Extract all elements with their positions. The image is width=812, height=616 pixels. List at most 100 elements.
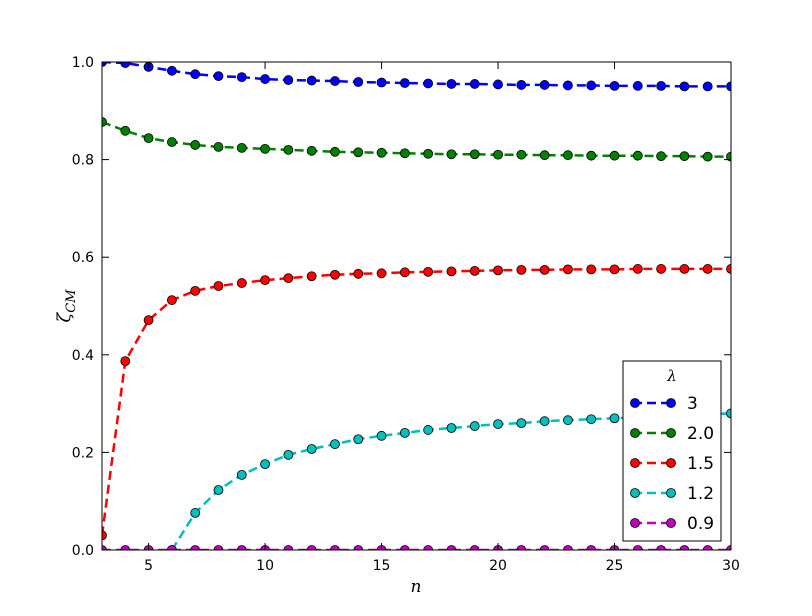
data-point [260,459,270,470]
data-point [236,545,247,550]
data-point [423,148,434,159]
data-point [213,485,224,495]
legend-marker [630,488,640,498]
data-point [539,264,550,275]
data-point [260,74,270,84]
data-point [656,545,667,550]
data-point [632,264,643,274]
data-point [376,77,387,88]
data-point [516,80,527,90]
data-point [632,81,643,91]
data-point [469,265,480,276]
x-tick-label: 20 [489,558,507,574]
y-axis-label: ζCM [54,289,79,323]
data-point [563,415,573,426]
legend-marker [630,428,640,438]
data-point [143,315,154,326]
data-point [353,434,364,445]
data-point [260,143,270,154]
data-point [376,268,387,279]
legend-marker [630,398,640,408]
data-point [330,76,340,86]
data-point [516,418,527,429]
data-point [102,530,107,541]
data-point [236,72,247,83]
data-point [353,545,364,550]
data-point [586,545,597,550]
data-point [283,545,294,550]
data-point [399,148,410,159]
legend-title: λ [666,367,677,385]
data-point [143,133,154,144]
y-axis-label-symbol: ζ [54,312,75,323]
data-point [679,545,690,550]
data-point [539,545,550,550]
data-point [399,78,410,88]
data-point [283,75,294,85]
y-tick-label: 0.8 [72,153,94,169]
data-point [376,430,387,441]
data-point [236,142,247,153]
legend-marker [630,458,640,468]
data-point [376,147,387,158]
data-point [493,265,503,276]
data-point [679,151,690,162]
data-point [330,545,340,550]
y-axis-label-subscript: CM [64,289,79,313]
data-point [702,151,713,162]
data-point [283,144,294,155]
data-point [516,149,527,160]
data-point [726,151,731,162]
data-point [702,264,713,274]
data-point [423,425,434,435]
data-point [726,545,731,550]
data-point [330,269,340,280]
data-point [493,149,503,160]
data-point [190,285,201,296]
legend-label: 0.9 [687,514,714,534]
data-point [423,78,434,89]
x-axis-label: n [411,577,422,597]
legend: λ3 2.0 1.5 1.2 0.9 [622,360,722,542]
data-point [679,264,690,274]
y-tick-label: 0.2 [72,445,94,461]
data-point [609,264,620,275]
data-point [586,80,597,91]
y-tick-label: 1.0 [72,55,94,71]
data-point [399,427,410,438]
data-point [539,150,550,161]
data-point [423,545,434,550]
data-point [516,545,527,550]
legend-marker [666,398,676,408]
data-point [586,414,597,425]
data-point [446,423,457,433]
data-point [213,281,224,291]
data-point [539,80,550,90]
data-point [190,140,201,150]
x-tick-label: 30 [722,558,740,574]
data-point [166,295,177,306]
data-point [609,150,620,161]
legend-label: 3 [687,394,698,414]
data-point [516,264,527,275]
data-point [493,419,503,429]
legend-marker [666,488,676,498]
data-point [632,545,643,550]
data-point [563,545,573,550]
data-point [609,81,620,91]
data-point [283,273,294,284]
y-tick-label: 0.6 [72,250,94,266]
data-point [120,125,131,136]
data-point [190,508,201,518]
data-point [120,545,131,550]
data-point [283,449,294,460]
data-point [423,266,434,277]
data-point [166,137,177,147]
data-point [213,142,224,152]
data-point [586,150,597,161]
data-point [306,145,317,156]
data-point [609,413,620,424]
data-point [702,545,713,550]
legend-box [622,360,722,542]
